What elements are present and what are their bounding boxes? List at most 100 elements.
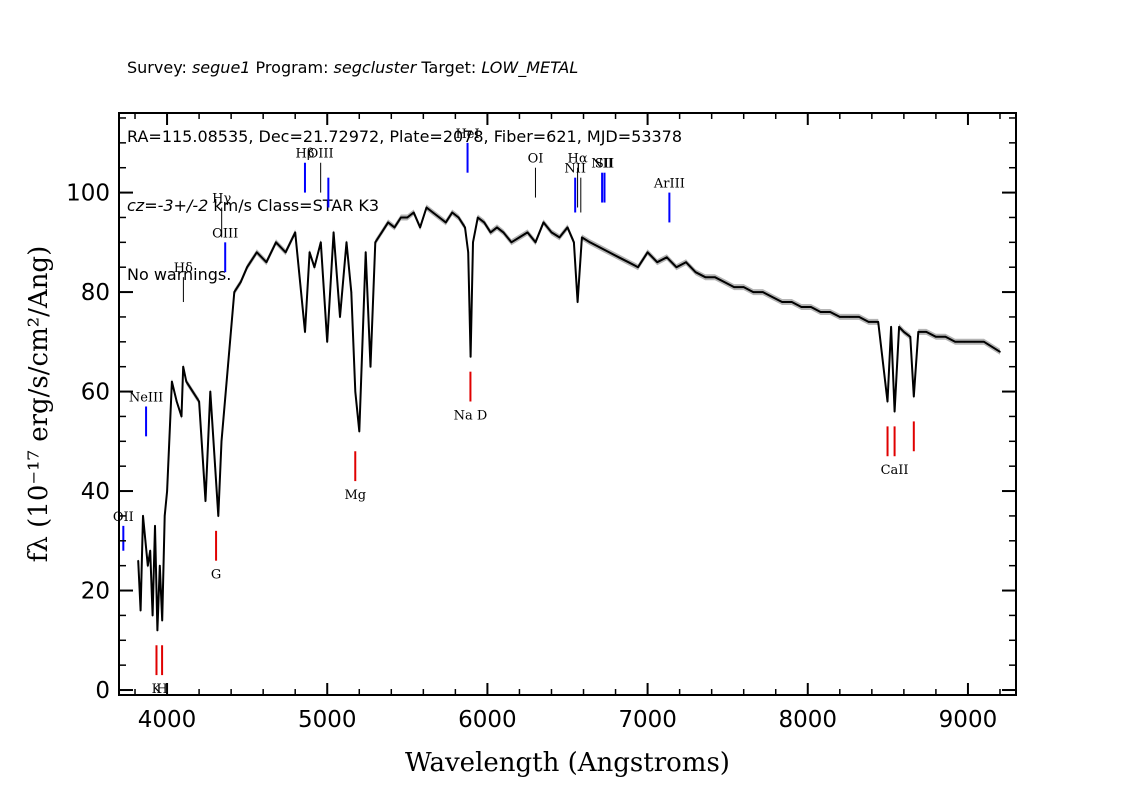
- x-tick-label: 6000: [458, 707, 517, 733]
- spectrum-point: [944, 336, 947, 338]
- spectrum-point: [963, 341, 966, 343]
- spectrum-point: [425, 206, 428, 209]
- spectrum-point: [191, 390, 194, 393]
- header-line-coordinates: RA=115.08535, Dec=21.72972, Plate=2078, …: [127, 127, 683, 146]
- spectrum-point: [973, 341, 976, 343]
- spectrum-point: [345, 241, 348, 244]
- spectrum-point: [464, 226, 466, 229]
- survey-label: Survey:: [127, 58, 192, 77]
- spectrum-point: [742, 286, 745, 288]
- spectrum-point: [573, 241, 575, 244]
- x-tick-label: 4000: [138, 707, 197, 733]
- spectrum-point: [542, 221, 545, 224]
- y-axis-title: fλ (10⁻¹⁷ erg/s/cm²/Ang): [24, 246, 54, 562]
- spectrum-point: [518, 236, 521, 239]
- header-line-warnings: No warnings.: [127, 265, 232, 284]
- y-tick-label: 0: [95, 678, 110, 704]
- spectrum-point: [477, 216, 479, 219]
- spectrum-point: [534, 241, 537, 244]
- redshift-value: cz=-3+/-2: [127, 196, 209, 215]
- spectrum-point: [867, 321, 870, 323]
- spectrum-point: [467, 251, 470, 254]
- spectrum-point: [502, 231, 505, 234]
- spectrum-point: [350, 291, 353, 293]
- spectrum-point: [142, 515, 144, 517]
- spectrum-point: [714, 276, 716, 279]
- emission-line-label: NII: [591, 157, 613, 172]
- spectrum-point: [182, 365, 184, 368]
- spectrum-point: [354, 390, 357, 393]
- spectrum-point: [637, 266, 639, 269]
- spectrum-point: [839, 316, 841, 318]
- spectrum-point: [380, 231, 383, 234]
- spectrum-point: [151, 614, 154, 617]
- y-tick-label: 100: [66, 181, 110, 207]
- emission-line-label: NeIII: [129, 390, 163, 405]
- axis-ticks: 4000 5000 6000 7000 8000 9000 0 20 40 60 80 100: [66, 113, 1016, 733]
- program-value: segcluster: [333, 58, 417, 77]
- emission-line-label: OII: [113, 510, 134, 525]
- program-label: Program:: [250, 58, 334, 77]
- spectrum-point: [694, 271, 697, 274]
- spectrum-point: [510, 241, 513, 244]
- spectrum-point: [489, 231, 492, 234]
- classification-text: km/s Class=STAR K3: [208, 196, 380, 215]
- y-tick-label: 40: [81, 479, 110, 505]
- spectrum-point: [175, 400, 178, 403]
- spectrum-point: [412, 211, 415, 214]
- spectrum-point: [752, 291, 755, 293]
- y-tick-label: 80: [81, 280, 110, 306]
- spectrum-point: [400, 216, 402, 219]
- spectrum-point: [675, 266, 678, 269]
- spectrum-point: [469, 355, 472, 358]
- spectrum-point: [890, 326, 892, 328]
- emission-line-label: Hβ: [296, 147, 315, 162]
- spectrum-point: [550, 231, 553, 234]
- spectrum-point: [589, 241, 591, 244]
- spectrum-point: [265, 261, 268, 264]
- spectrum-point: [909, 336, 912, 338]
- spectrum-point: [198, 400, 200, 403]
- spectrum-point: [819, 311, 822, 313]
- spectrum-point: [255, 251, 258, 254]
- spectrum-point: [618, 256, 620, 259]
- spectrum-point: [185, 380, 188, 383]
- spectrum-point: [666, 256, 668, 259]
- x-tick-label: 5000: [298, 707, 357, 733]
- spectrum-point: [829, 311, 831, 313]
- spectrum-point: [406, 216, 409, 219]
- spectrum-point: [954, 341, 956, 343]
- spectrum-point: [313, 266, 316, 269]
- spectrum-point: [935, 336, 937, 338]
- spectrum-series: [137, 206, 1001, 632]
- spectrum-point: [374, 241, 377, 244]
- spectrum-point: [438, 216, 441, 219]
- spectrum-point: [387, 221, 389, 224]
- spectrum-point: [326, 341, 329, 343]
- emission-line-label: NII: [564, 162, 586, 177]
- emission-line-label: Hδ: [174, 261, 193, 276]
- spectrum-point: [233, 291, 236, 293]
- emission-line-label: OIII: [212, 226, 238, 241]
- spectrum-point: [598, 246, 601, 249]
- spectrum-point: [496, 226, 498, 229]
- absorption-line-label: Na D: [454, 409, 488, 424]
- absorption-line-label: G: [211, 568, 221, 583]
- spectrum-point: [163, 515, 166, 517]
- spectrum-point: [144, 540, 147, 542]
- error-band: [138, 204, 1000, 634]
- spectrum-point: [858, 316, 860, 318]
- spectrum-point: [239, 281, 242, 283]
- x-axis-title: Wavelength (Angstroms): [405, 748, 730, 778]
- emission-line-label: Hα: [568, 152, 588, 167]
- spectrum-point: [139, 609, 142, 612]
- x-tick-label: 7000: [618, 707, 677, 733]
- spectrum-point: [893, 410, 896, 413]
- spectrum-point: [419, 226, 421, 229]
- spectrum-point: [483, 221, 486, 224]
- spectrum-point: [220, 440, 223, 443]
- spectrum-point: [358, 430, 361, 433]
- spectrum-point: [472, 241, 474, 244]
